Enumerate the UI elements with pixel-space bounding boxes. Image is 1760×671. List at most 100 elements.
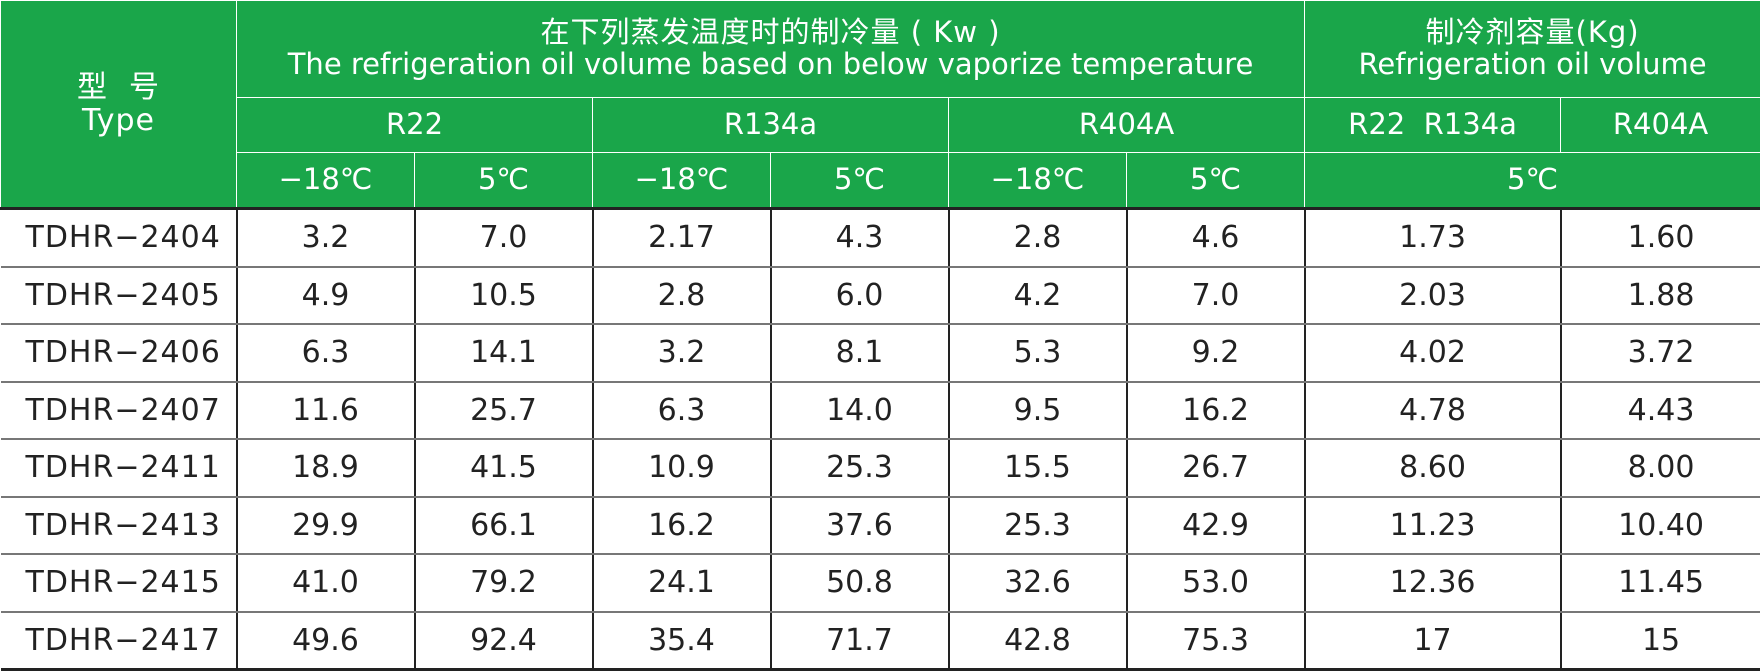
value-cell: 66.1	[415, 497, 593, 555]
oil-refrigerant-header-r404a: R404A	[1561, 98, 1760, 153]
value-cell: 12.36	[1305, 554, 1561, 612]
value-cell: 2.8	[593, 267, 771, 325]
value-cell: 6.3	[237, 324, 415, 382]
oil-volume-header-zh: 制冷剂容量(Kg)	[1305, 17, 1760, 49]
value-cell: 25.7	[415, 382, 593, 440]
capacity-header-zh: 在下列蒸发温度时的制冷量 ( Kw )	[237, 17, 1304, 49]
type-header-zh: 型 号	[1, 71, 236, 104]
model-cell: TDHR−2406	[1, 324, 237, 382]
value-cell: 42.9	[1127, 497, 1305, 555]
value-cell: 11.23	[1305, 497, 1561, 555]
value-cell: 10.5	[415, 267, 593, 325]
refrigerant-header-r22: R22	[237, 98, 593, 153]
value-cell: 15.5	[949, 439, 1127, 497]
value-cell: 11.6	[237, 382, 415, 440]
value-cell: 4.2	[949, 267, 1127, 325]
value-cell: 3.72	[1561, 324, 1760, 382]
value-cell: 6.0	[771, 267, 949, 325]
model-cell: TDHR−2411	[1, 439, 237, 497]
refrigerant-header-r404a: R404A	[949, 98, 1305, 153]
value-cell: 41.5	[415, 439, 593, 497]
value-cell: 3.2	[237, 209, 415, 267]
value-cell: 25.3	[771, 439, 949, 497]
value-cell: 4.9	[237, 267, 415, 325]
oil-volume-header: 制冷剂容量(Kg) Refrigeration oil volume	[1305, 1, 1760, 98]
value-cell: 26.7	[1127, 439, 1305, 497]
temp-header: 5℃	[415, 153, 593, 209]
value-cell: 24.1	[593, 554, 771, 612]
value-cell: 37.6	[771, 497, 949, 555]
value-cell: 4.6	[1127, 209, 1305, 267]
type-header-en: Type	[1, 104, 236, 137]
value-cell: 8.60	[1305, 439, 1561, 497]
type-header: 型 号 Type	[1, 1, 237, 209]
temp-header: −18℃	[593, 153, 771, 209]
value-cell: 29.9	[237, 497, 415, 555]
value-cell: 10.40	[1561, 497, 1760, 555]
value-cell: 32.6	[949, 554, 1127, 612]
value-cell: 14.0	[771, 382, 949, 440]
value-cell: 14.1	[415, 324, 593, 382]
value-cell: 50.8	[771, 554, 949, 612]
value-cell: 5.3	[949, 324, 1127, 382]
value-cell: 4.43	[1561, 382, 1760, 440]
model-cell: TDHR−2404	[1, 209, 237, 267]
value-cell: 2.8	[949, 209, 1127, 267]
value-cell: 42.8	[949, 612, 1127, 670]
value-cell: 7.0	[1127, 267, 1305, 325]
oil-volume-header-en: Refrigeration oil volume	[1305, 49, 1760, 81]
oil-temp-header: 5℃	[1305, 153, 1760, 209]
capacity-header-en: The refrigeration oil volume based on be…	[237, 49, 1304, 81]
value-cell: 25.3	[949, 497, 1127, 555]
value-cell: 7.0	[415, 209, 593, 267]
temp-header: 5℃	[1127, 153, 1305, 209]
value-cell: 16.2	[593, 497, 771, 555]
value-cell: 1.73	[1305, 209, 1561, 267]
model-cell: TDHR−2413	[1, 497, 237, 555]
temp-header: 5℃	[771, 153, 949, 209]
value-cell: 11.45	[1561, 554, 1760, 612]
value-cell: 71.7	[771, 612, 949, 670]
model-cell: TDHR−2417	[1, 612, 237, 670]
value-cell: 9.2	[1127, 324, 1305, 382]
value-cell: 2.03	[1305, 267, 1561, 325]
value-cell: 18.9	[237, 439, 415, 497]
value-cell: 2.17	[593, 209, 771, 267]
value-cell: 4.3	[771, 209, 949, 267]
value-cell: 8.1	[771, 324, 949, 382]
value-cell: 92.4	[415, 612, 593, 670]
model-cell: TDHR−2405	[1, 267, 237, 325]
oil-refrigerant-header-r22-r134a: R22 R134a	[1305, 98, 1561, 153]
value-cell: 17	[1305, 612, 1561, 670]
value-cell: 41.0	[237, 554, 415, 612]
value-cell: 4.02	[1305, 324, 1561, 382]
value-cell: 4.78	[1305, 382, 1561, 440]
value-cell: 1.88	[1561, 267, 1760, 325]
model-cell: TDHR−2415	[1, 554, 237, 612]
value-cell: 79.2	[415, 554, 593, 612]
value-cell: 49.6	[237, 612, 415, 670]
value-cell: 10.9	[593, 439, 771, 497]
value-cell: 15	[1561, 612, 1760, 670]
value-cell: 53.0	[1127, 554, 1305, 612]
model-cell: TDHR−2407	[1, 382, 237, 440]
value-cell: 8.00	[1561, 439, 1760, 497]
value-cell: 3.2	[593, 324, 771, 382]
temp-header: −18℃	[237, 153, 415, 209]
capacity-header: 在下列蒸发温度时的制冷量 ( Kw ) The refrigeration oi…	[237, 1, 1305, 98]
temp-header: −18℃	[949, 153, 1127, 209]
value-cell: 9.5	[949, 382, 1127, 440]
value-cell: 16.2	[1127, 382, 1305, 440]
value-cell: 1.60	[1561, 209, 1760, 267]
value-cell: 75.3	[1127, 612, 1305, 670]
